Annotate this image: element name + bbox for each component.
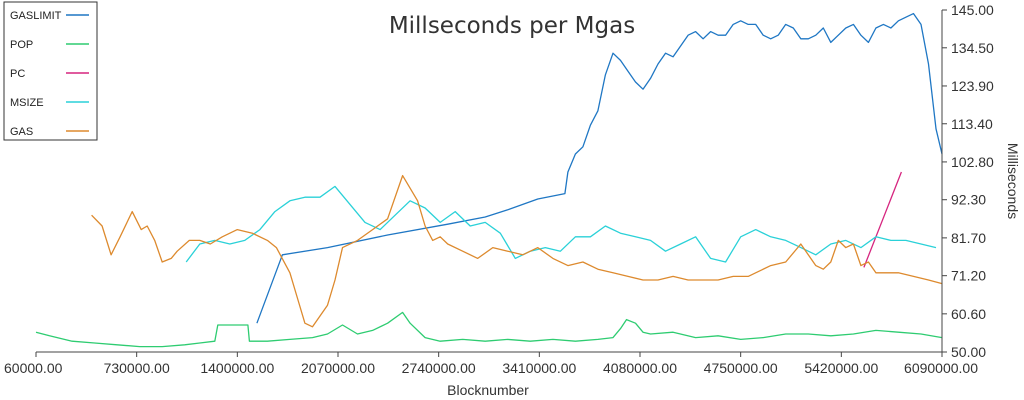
- y-tick-label: 71.20: [951, 268, 986, 284]
- series-line-msize: [185, 185, 937, 263]
- legend-item-pop[interactable]: POP: [10, 39, 89, 51]
- series-line-gaslimit: [256, 12, 943, 324]
- legend-box: [3, 1, 98, 141]
- y-tick-label: 113.40: [951, 116, 993, 132]
- x-tick-label: 2740000.00: [402, 360, 476, 376]
- series-line-pc: [863, 171, 903, 268]
- y-tick-label: 134.50: [951, 40, 994, 56]
- legend-item-pc[interactable]: PC: [10, 68, 89, 80]
- legend-label: MSIZE: [10, 97, 44, 109]
- plot-area: [35, 12, 943, 348]
- x-tick-label: 1400000.00: [200, 360, 274, 376]
- y-tick-label: 145.00: [951, 2, 994, 18]
- x-tick-label: 4750000.00: [704, 360, 778, 376]
- chart-title: Millseconds per Mgas: [389, 13, 635, 39]
- series-line-pop: [35, 311, 943, 348]
- legend[interactable]: GASLIMIT POP PC MSIZE GAS: [3, 1, 98, 141]
- legend-item-gaslimit[interactable]: GASLIMIT: [10, 10, 89, 22]
- y-tick-label: 60.60: [951, 306, 986, 322]
- x-tick-label: 5420000.00: [804, 360, 878, 376]
- y-tick-label: 123.90: [951, 78, 994, 94]
- y-tick-label: 102.80: [951, 154, 994, 170]
- x-axis-label: Blocknumber: [447, 382, 529, 398]
- series-line-gas: [91, 174, 943, 328]
- y-tick-label: 81.70: [951, 230, 986, 246]
- legend-label: PC: [10, 68, 25, 80]
- y-axis: 50.00 60.60 71.20 81.70 92.30 102.80 113.40 123…: [941, 2, 994, 360]
- x-tick-label: 4080000.00: [603, 360, 677, 376]
- legend-label: POP: [10, 39, 33, 51]
- y-axis-label: Milliseconds: [1005, 143, 1021, 219]
- x-tick-label: 730000.00: [104, 360, 170, 376]
- x-tick-label: 6090000.00: [904, 360, 978, 376]
- y-tick-label: 50.00: [951, 344, 986, 360]
- x-tick-label: 2070000.00: [301, 360, 375, 376]
- legend-label: GASLIMIT: [10, 10, 62, 22]
- x-tick-label: 60000.00: [4, 360, 63, 376]
- legend-label: GAS: [10, 126, 33, 138]
- legend-item-gas[interactable]: GAS: [10, 126, 89, 138]
- x-axis: 60000.00 730000.00 1400000.00 2070000.00 274…: [4, 351, 978, 376]
- y-tick-label: 92.30: [951, 192, 986, 208]
- x-tick-label: 3410000.00: [502, 360, 576, 376]
- legend-item-msize[interactable]: MSIZE: [10, 97, 89, 109]
